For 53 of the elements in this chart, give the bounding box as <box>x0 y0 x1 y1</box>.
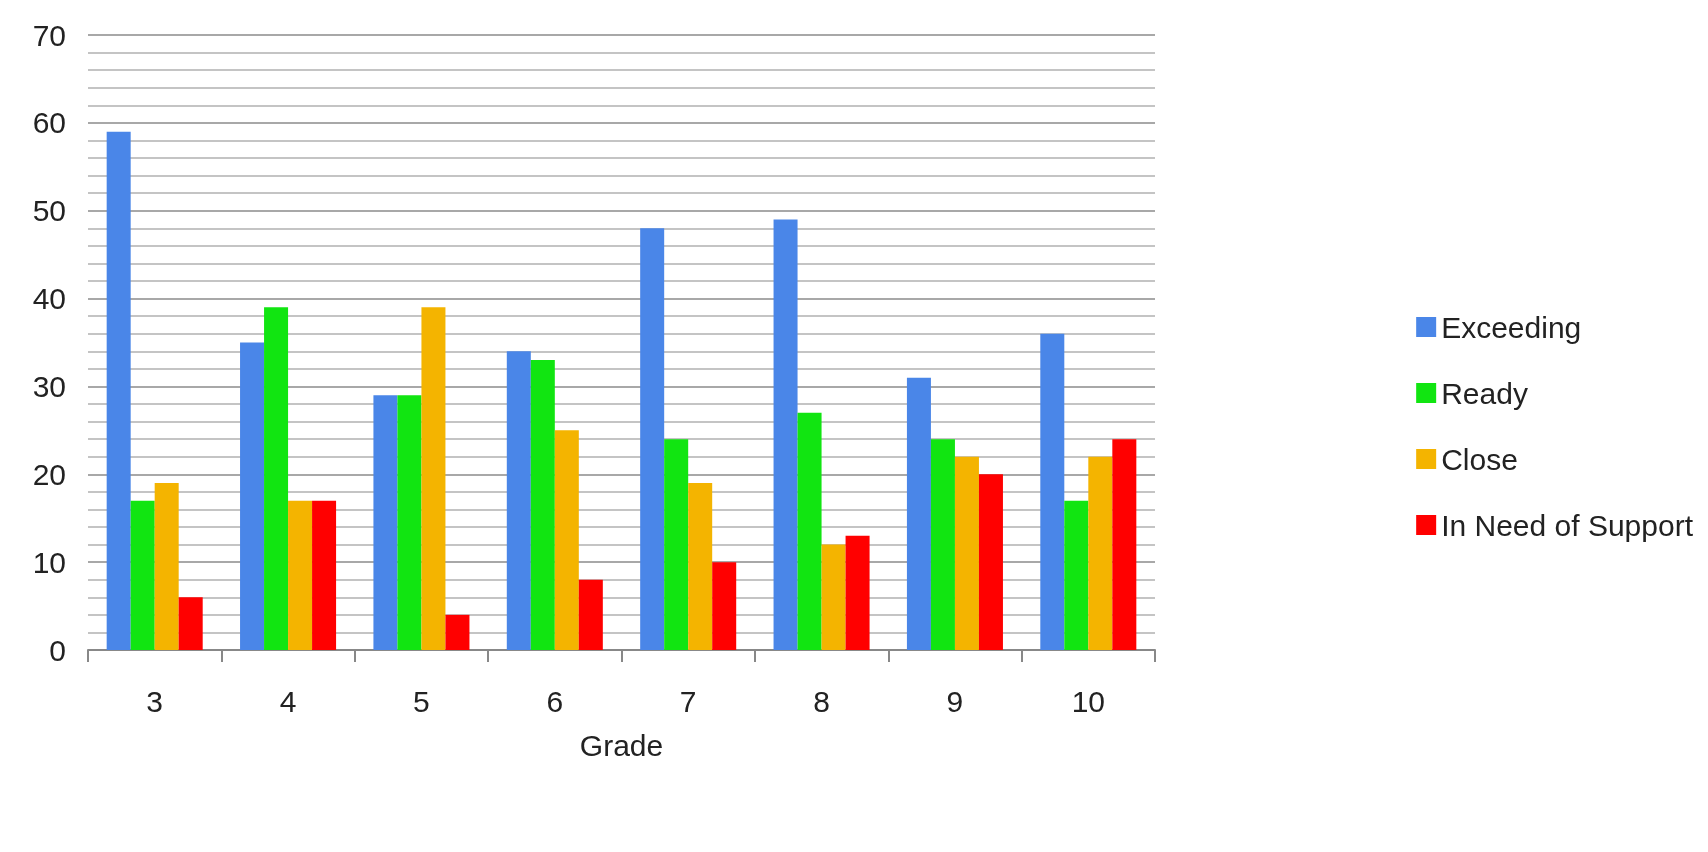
x-tick-label: 8 <box>813 684 830 718</box>
bar <box>421 307 446 650</box>
x-axis-title: Grade <box>579 728 664 762</box>
bar <box>130 500 155 650</box>
y-tick-label: 30 <box>32 369 66 403</box>
y-tick-label: 40 <box>32 282 66 316</box>
bar <box>578 579 603 650</box>
x-tick-label: 4 <box>279 684 297 718</box>
bar <box>530 360 555 650</box>
bar <box>797 412 822 650</box>
bar <box>688 483 713 650</box>
bar <box>288 500 313 650</box>
bar <box>978 474 1003 650</box>
y-tick-label: 0 <box>49 633 66 667</box>
legend-label: Ready <box>1441 376 1528 410</box>
bar <box>1040 333 1065 650</box>
legend-label: Exceeding <box>1441 310 1582 344</box>
bar <box>930 439 955 650</box>
bar <box>954 456 979 650</box>
bar <box>240 342 265 650</box>
bar <box>773 219 798 650</box>
x-tick-label: 3 <box>146 684 164 718</box>
y-tick-label: 60 <box>32 106 66 140</box>
legend-label: Close <box>1441 442 1518 476</box>
y-tick-label: 10 <box>32 545 66 579</box>
bar <box>445 614 470 650</box>
y-tick-label: 50 <box>32 194 66 228</box>
bar <box>554 430 579 650</box>
bar <box>506 351 531 650</box>
bar <box>640 228 665 650</box>
bar <box>312 500 337 650</box>
bar <box>712 562 737 650</box>
bar <box>264 307 289 650</box>
bar <box>906 377 931 650</box>
bar <box>664 439 689 650</box>
y-tick-label: 70 <box>32 18 66 52</box>
bar <box>845 535 870 650</box>
bar <box>178 597 203 650</box>
x-tick-label: 5 <box>413 684 430 718</box>
bar <box>1064 500 1089 650</box>
bar <box>397 395 422 650</box>
y-tick-label: 20 <box>32 457 66 491</box>
bar <box>821 544 846 650</box>
x-tick-label: 6 <box>546 684 564 718</box>
bar <box>1088 456 1113 650</box>
bar <box>106 131 131 650</box>
legend-label: In Need of Support <box>1441 508 1694 542</box>
x-tick-label: 9 <box>946 684 964 718</box>
bar <box>373 395 398 650</box>
bar <box>1112 439 1137 650</box>
x-tick-label: 7 <box>679 684 697 718</box>
bar <box>154 483 179 650</box>
x-tick-label: 10 <box>1071 684 1105 718</box>
